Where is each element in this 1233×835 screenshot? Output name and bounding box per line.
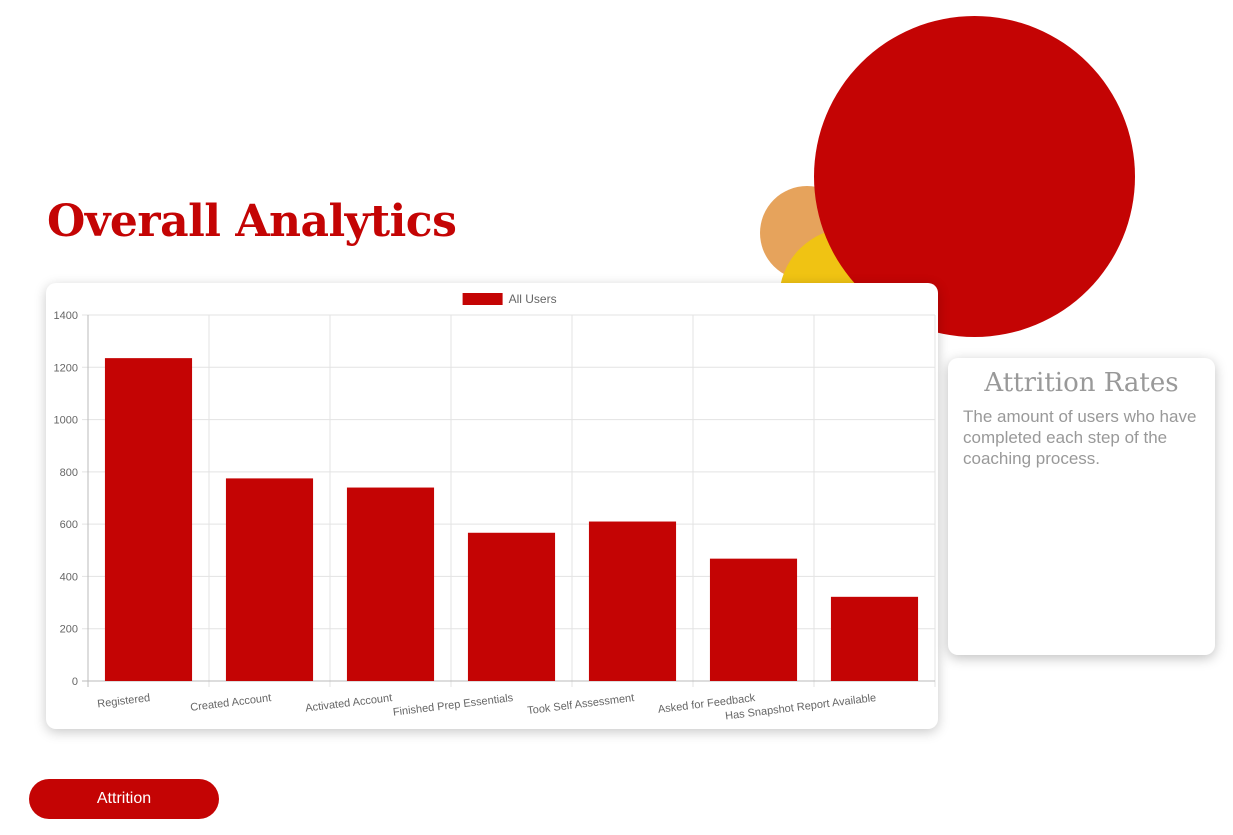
info-card-title: Attrition Rates [984, 368, 1179, 398]
y-tick-label: 1400 [54, 310, 78, 322]
legend-swatch [462, 293, 503, 305]
legend-label: All Users [509, 292, 557, 306]
bar-activated-account [346, 487, 435, 681]
page-title: Overall Analytics [47, 196, 457, 247]
bar-took-self-assessment [588, 521, 677, 681]
y-tick-label: 1000 [54, 415, 78, 427]
bar-created-account [225, 478, 314, 681]
info-card-description: The amount of users who have completed e… [963, 407, 1197, 468]
y-tick-label: 600 [60, 519, 78, 531]
bar-asked-for-feedback [709, 558, 798, 681]
y-tick-label: 200 [60, 624, 78, 636]
x-tick-label: Registered [97, 692, 151, 710]
x-tick-label: Finished Prep Essentials [392, 692, 514, 719]
y-tick-label: 0 [72, 676, 78, 688]
attrition-button[interactable]: Attrition [29, 779, 219, 819]
chart-card: 0 200 400 600 800 1000 1200 1400 Registered Creat… [46, 283, 938, 729]
y-tick-label: 400 [60, 571, 78, 583]
x-tick-label: Created Account [190, 692, 272, 714]
y-tick-label: 1200 [54, 362, 78, 374]
info-card: Attrition Rates The amount of users who … [948, 358, 1215, 655]
x-tick-label: Activated Account [305, 692, 393, 715]
x-tick-label: Took Self Assessment [527, 692, 635, 717]
bar-has-snapshot-report-available [830, 596, 919, 681]
bar-chart: 0 200 400 600 800 1000 1200 1400 Registered Creat… [54, 292, 936, 723]
bar-registered [104, 358, 193, 681]
bar-finished-prep-essentials [467, 532, 556, 681]
y-tick-label: 800 [60, 467, 78, 479]
